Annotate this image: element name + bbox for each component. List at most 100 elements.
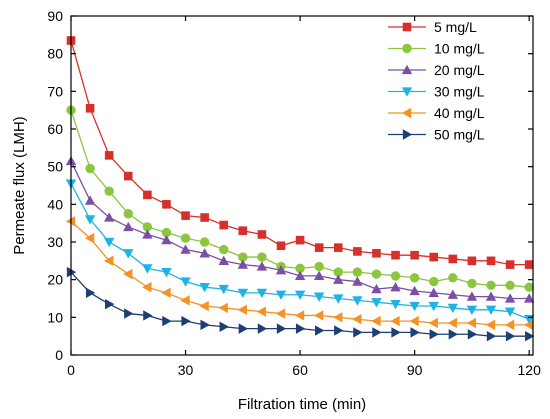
x-tick-label: 60 [292, 362, 308, 378]
data-point [371, 269, 382, 279]
legend-marker [402, 43, 412, 54]
data-point [85, 103, 95, 113]
y-tick-label: 10 [47, 309, 63, 325]
data-point [237, 259, 249, 269]
data-point [523, 319, 534, 331]
legend-marker [401, 87, 413, 97]
y-tick-label: 70 [47, 83, 63, 99]
legend-marker [402, 22, 412, 32]
y-tick-label: 60 [47, 121, 63, 137]
data-point [333, 312, 343, 323]
y-tick-label: 20 [47, 272, 63, 288]
data-point [257, 252, 267, 262]
x-axis-title: Filtration time (min) [238, 396, 366, 413]
data-point [314, 261, 324, 272]
data-point [161, 234, 172, 245]
data-point [371, 283, 382, 294]
data-point [467, 256, 477, 266]
series-3 [65, 155, 535, 303]
data-point [409, 285, 420, 296]
series-4 [65, 179, 535, 325]
data-point [504, 319, 515, 331]
data-point [123, 209, 133, 219]
data-point [103, 212, 115, 222]
data-point [409, 315, 419, 327]
data-point [313, 292, 325, 302]
data-point [294, 290, 306, 300]
data-point [218, 284, 229, 295]
legend-label: 30 mg/L [434, 84, 485, 100]
data-point [103, 237, 115, 248]
data-point [333, 267, 343, 277]
x-tick-label: 90 [407, 362, 423, 378]
data-point [429, 252, 439, 262]
data-point [238, 226, 248, 235]
data-point [162, 315, 172, 327]
data-point [123, 221, 134, 232]
data-point [353, 247, 362, 256]
data-point [410, 327, 420, 338]
data-point [504, 307, 516, 317]
data-point [390, 299, 401, 310]
data-point [447, 303, 459, 314]
data-point [238, 252, 248, 262]
data-point [294, 310, 305, 321]
data-point [143, 190, 152, 200]
data-point [199, 248, 210, 258]
data-point [85, 287, 96, 299]
data-point [199, 300, 209, 312]
data-point [180, 233, 191, 243]
legend-item: 20 mg/L [388, 62, 485, 78]
data-point [352, 314, 362, 325]
data-point [467, 329, 478, 340]
data-point [104, 186, 114, 196]
data-point [448, 254, 458, 264]
plot-frame [70, 15, 534, 356]
y-tick-label: 0 [55, 347, 63, 363]
axes-layer: 0 30 60 90 120 0 10 20 30 40 50 60 70 80 90 [47, 8, 541, 378]
y-tick-label: 30 [47, 234, 63, 250]
data-point [84, 215, 96, 225]
legend-label: 40 mg/L [434, 105, 485, 121]
data-point [256, 288, 268, 299]
legend-marker [401, 107, 412, 119]
legend-item: 40 mg/L [388, 105, 485, 121]
data-point [123, 268, 133, 280]
data-point [372, 327, 382, 338]
y-axis-title: Permeate flux (LMH) [11, 116, 28, 254]
data-point [447, 289, 459, 299]
data-point [219, 244, 229, 255]
data-point [467, 278, 477, 289]
data-point [161, 227, 172, 238]
data-point [334, 325, 344, 336]
data-point [352, 276, 363, 286]
legend-item: 30 mg/L [388, 84, 485, 100]
data-point [428, 317, 438, 329]
y-tick-label: 40 [47, 196, 63, 212]
data-point [410, 250, 419, 260]
data-point [391, 250, 400, 260]
data-point [524, 282, 534, 292]
data-point [466, 305, 478, 315]
series-2 [66, 105, 534, 292]
data-point [219, 220, 229, 230]
data-point [390, 271, 401, 281]
legend-label: 50 mg/L [434, 127, 485, 143]
data-point [105, 298, 115, 310]
x-tick-label: 0 [67, 362, 75, 378]
data-point [142, 222, 153, 232]
data-point [428, 301, 439, 312]
data-point [295, 235, 305, 245]
legend-label: 5 mg/L [434, 19, 477, 35]
data-point [353, 327, 363, 338]
data-point [276, 323, 287, 334]
series-6 [66, 266, 535, 342]
data-point [371, 315, 381, 327]
data-point [372, 249, 381, 258]
data-point [428, 287, 439, 298]
data-point [84, 233, 95, 244]
data-point [523, 293, 535, 303]
data-point [276, 241, 286, 251]
data-point [199, 237, 210, 247]
data-point [123, 249, 134, 259]
